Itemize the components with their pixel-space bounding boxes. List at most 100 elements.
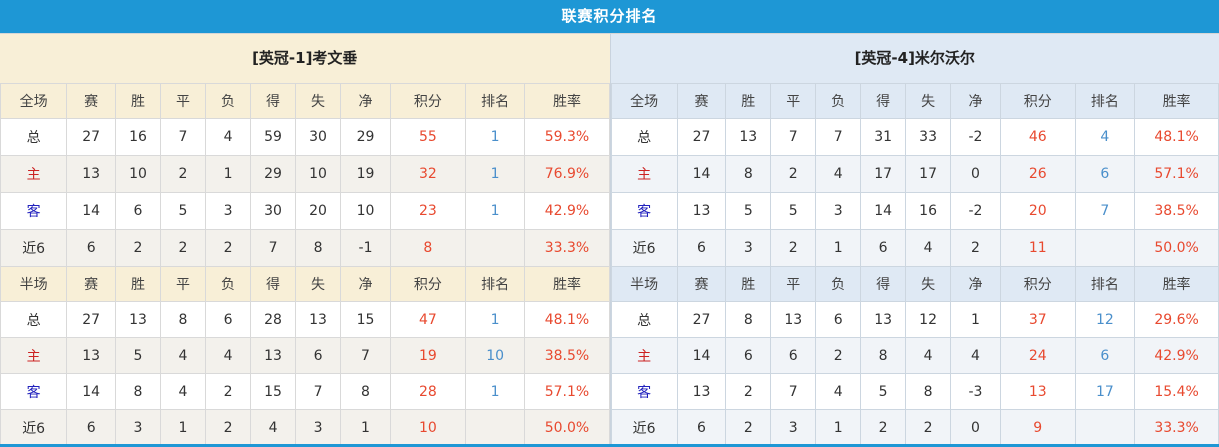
stat-cell: 31 (860, 118, 907, 156)
stat-cell: 46 (999, 118, 1076, 156)
column-header: 失 (905, 266, 952, 302)
stat-cell: 6 (860, 229, 907, 267)
stat-cell: 10 (295, 155, 342, 193)
stat-cell: 1 (464, 192, 526, 230)
stat-cell: 1 (815, 229, 862, 267)
stat-cell: 59.3% (524, 118, 610, 156)
stats-row: 总 27 8 13 6 13 12 1 37 12 29.6% (610, 301, 1219, 338)
column-header: 胜率 (1134, 83, 1219, 119)
stat-cell: 6 (66, 229, 116, 267)
column-header: 失 (905, 83, 952, 119)
stat-cell: 13 (114, 301, 162, 338)
row-label: 总 (0, 301, 68, 338)
team-panel-coventry: [英冠-1]考文垂 全场赛胜平负得失净积分 排名 胜率总 27 16 7 4 59 30 29 55… (0, 33, 610, 444)
stat-cell: 13 (676, 373, 727, 410)
stat-cell: 4 (250, 409, 297, 444)
stat-cell: 17 (860, 155, 907, 193)
row-label: 客 (0, 192, 68, 230)
stat-cell: 8 (725, 155, 772, 193)
column-header: 排名 (464, 83, 526, 119)
stat-cell: 27 (676, 118, 727, 156)
stat-cell: 7 (770, 373, 817, 410)
column-header: 赛 (676, 266, 727, 302)
stat-cell: 4 (815, 155, 862, 193)
stat-cell: 13 (676, 192, 727, 230)
column-header: 胜 (114, 266, 162, 302)
column-header: 赛 (676, 83, 727, 119)
row-label: 客 (610, 373, 678, 410)
stats-row: 主 14 6 6 2 8 4 4 24 6 42.9% (610, 337, 1219, 374)
stat-cell: 10 (340, 192, 391, 230)
stats-table: 全场赛胜平负得失净积分 排名 胜率总 27 16 7 4 59 30 29 55 1 59.3% 主 13 1… (0, 83, 610, 444)
column-header: 赛 (66, 266, 116, 302)
stat-cell: 6 (725, 337, 772, 374)
stat-cell: -3 (950, 373, 1001, 410)
stat-cell: 4 (815, 373, 862, 410)
stat-cell: 38.5% (524, 337, 610, 374)
stat-cell: 0 (950, 409, 1001, 444)
stat-cell: 4 (905, 229, 952, 267)
stat-cell: 1 (950, 301, 1001, 338)
stats-row: 总 27 13 7 7 31 33 -2 46 4 48.1% (610, 118, 1219, 156)
stat-cell: 2 (725, 373, 772, 410)
stat-cell: 2 (860, 409, 907, 444)
stat-cell: 2 (205, 229, 252, 267)
stat-cell: 1 (159, 409, 207, 444)
stat-cell: 6 (1074, 337, 1136, 374)
stat-cell: 26 (999, 155, 1076, 193)
stat-cell: 30 (295, 118, 342, 156)
stat-cell (1074, 229, 1136, 267)
stat-cell: 8 (725, 301, 772, 338)
column-header: 胜 (725, 83, 772, 119)
stat-cell: 5 (725, 192, 772, 230)
stat-cell: 11 (999, 229, 1076, 267)
stat-cell: 13 (66, 155, 116, 193)
stat-cell: 13 (66, 337, 116, 374)
stat-cell: 3 (815, 192, 862, 230)
stat-cell: 48.1% (1134, 118, 1219, 156)
column-header: 负 (815, 266, 862, 302)
stat-cell: 76.9% (524, 155, 610, 193)
stat-cell: 15.4% (1134, 373, 1219, 410)
column-header: 得 (860, 83, 907, 119)
stat-cell: 23 (389, 192, 466, 230)
stat-cell: 13 (295, 301, 342, 338)
column-header: 净 (340, 83, 391, 119)
team-panels: [英冠-1]考文垂 全场赛胜平负得失净积分 排名 胜率总 27 16 7 4 59 30 29 55… (0, 33, 1219, 444)
stat-cell: 29 (250, 155, 297, 193)
stat-cell: 7 (815, 118, 862, 156)
scope-header-cell: 全场 (610, 83, 678, 119)
stat-cell: 37 (999, 301, 1076, 338)
stats-row: 近6 6 3 2 1 6 4 2 11 50.0% (610, 229, 1219, 267)
stat-cell: 13 (770, 301, 817, 338)
stat-cell: 2 (159, 229, 207, 267)
row-label: 总 (0, 118, 68, 156)
stat-cell: 6 (114, 192, 162, 230)
row-label: 主 (0, 155, 68, 193)
stat-cell: 3 (114, 409, 162, 444)
column-header: 胜率 (1134, 266, 1219, 302)
stat-cell: 5 (770, 192, 817, 230)
column-header: 得 (250, 83, 297, 119)
stat-cell: 6 (295, 337, 342, 374)
stat-cell: 2 (205, 373, 252, 410)
column-header: 积分 (999, 83, 1076, 119)
stat-cell (464, 409, 526, 444)
stat-cell: 2 (114, 229, 162, 267)
column-header-row: 半场赛胜平负得失净积分 排名 胜率 (0, 266, 610, 302)
stat-cell: 3 (295, 409, 342, 444)
stat-cell: 4 (905, 337, 952, 374)
stat-cell: 6 (770, 337, 817, 374)
stats-row: 客 14 8 4 2 15 7 8 28 1 57.1% (0, 373, 610, 410)
column-header: 积分 (389, 83, 466, 119)
stat-cell: 59 (250, 118, 297, 156)
stat-cell: 30 (250, 192, 297, 230)
stat-cell (1074, 409, 1136, 444)
team-panel-millwall: [英冠-4]米尔沃尔 全场赛胜平负得失净积分 排名 胜率总 27 13 7 7 31 33 -2 4… (609, 33, 1219, 444)
column-header: 积分 (389, 266, 466, 302)
stat-cell: 6 (66, 409, 116, 444)
column-header: 排名 (1074, 266, 1136, 302)
stat-cell: 6 (1074, 155, 1136, 193)
stat-cell: 7 (1074, 192, 1136, 230)
stat-cell: 1 (815, 409, 862, 444)
